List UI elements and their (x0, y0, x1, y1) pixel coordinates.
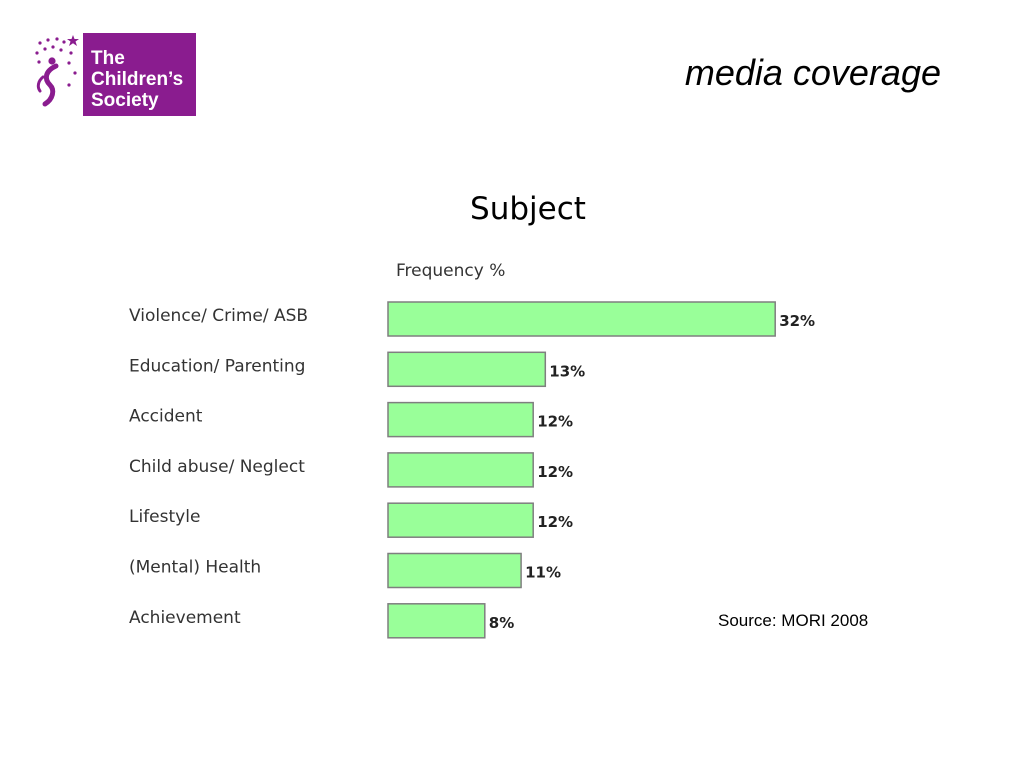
category-label: Child abuse/ Neglect (129, 457, 305, 477)
slide-title: media coverage (684, 52, 941, 93)
bars-layer: Violence/ Crime/ ASB 32% Education/ Parent… (129, 301, 815, 639)
bar (387, 603, 486, 639)
value-label: 8% (489, 614, 514, 632)
logo-text-line: Society (91, 90, 159, 111)
source-note: Source: MORI 2008 (718, 611, 869, 630)
value-label: 12% (537, 513, 573, 531)
value-label: 32% (779, 312, 815, 330)
bar (387, 552, 522, 589)
bar (387, 401, 534, 438)
chart-axis-label: Frequency % (396, 261, 505, 281)
value-label: 12% (537, 463, 573, 481)
value-label: 11% (525, 564, 561, 582)
bar (387, 452, 534, 488)
category-label: (Mental) Health (129, 558, 261, 578)
logo-text-line: The (91, 48, 125, 69)
childrens-society-logo: The Children’s Society (33, 33, 196, 116)
value-label: 12% (537, 413, 573, 431)
value-label: 13% (549, 362, 585, 380)
category-label: Lifestyle (129, 507, 200, 527)
category-label: Accident (129, 407, 203, 427)
bar (387, 502, 534, 538)
bar (387, 351, 547, 388)
logo-text-line: Children’s (91, 69, 184, 90)
figure-stars-icon (33, 33, 83, 116)
category-label: Achievement (129, 608, 241, 628)
category-label: Violence/ Crime/ ASB (129, 306, 308, 326)
category-label: Education/ Parenting (129, 356, 305, 376)
bar (387, 301, 776, 337)
chart-title: Subject (470, 191, 586, 227)
logo-wordmark: The Children’s Society (83, 33, 196, 116)
